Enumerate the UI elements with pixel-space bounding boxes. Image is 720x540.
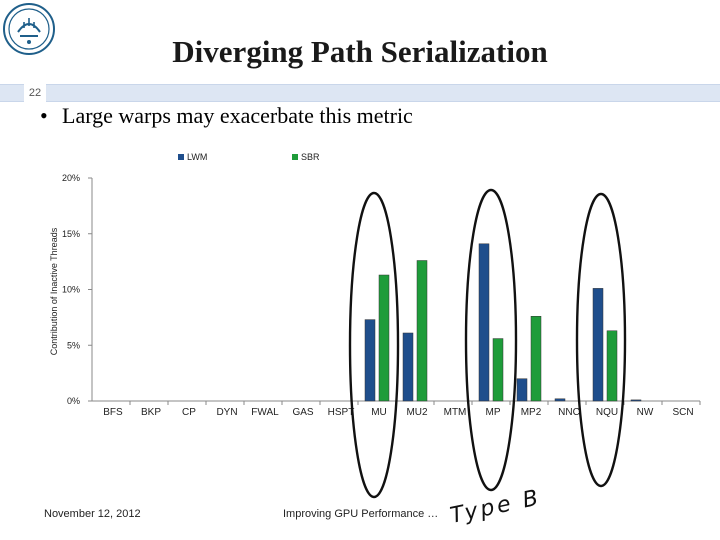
- bar-sbr-mu2: [416, 260, 428, 402]
- legend-label-sbr: SBR: [301, 152, 320, 162]
- x-tick-label: DYN: [216, 407, 237, 418]
- university-logo: [3, 3, 55, 55]
- x-tick-label: MU: [371, 407, 387, 418]
- y-tick-label: 0%: [67, 396, 80, 406]
- x-tick-label: NQU: [596, 407, 618, 418]
- bullet-text: Large warps may exacerbate this metric: [62, 103, 413, 128]
- legend-label-lwm: LWM: [187, 152, 207, 162]
- y-tick-label: 5%: [67, 340, 80, 350]
- bullet-dot-icon: •: [40, 103, 48, 128]
- bar-lwm-mu2: [402, 332, 414, 402]
- x-tick-label: FWAL: [251, 407, 279, 418]
- footer-center: Improving GPU Performance …: [283, 508, 439, 520]
- y-axis-label: Contribution of Inactive Threads: [49, 227, 59, 355]
- bar-lwm-nqu: [592, 288, 604, 402]
- header-band: [46, 84, 720, 102]
- footer-date: November 12, 2012: [44, 508, 141, 520]
- bar-sbr-nqu: [606, 330, 618, 402]
- bar-sbr-mu: [378, 274, 390, 402]
- y-tick-label: 10%: [62, 285, 80, 295]
- bar-sbr-mp: [492, 338, 504, 402]
- bar-lwm-mp: [478, 243, 490, 402]
- x-tick-label: MP2: [521, 407, 542, 418]
- header-band-left: [0, 84, 24, 102]
- x-tick-label: HSPT: [328, 407, 355, 418]
- x-tick-label: NNC: [558, 407, 580, 418]
- x-tick-label: MP: [486, 407, 501, 418]
- bar-lwm-nw: [630, 399, 642, 402]
- bar-lwm-mu: [364, 319, 376, 402]
- slide-number: 22: [24, 84, 46, 102]
- x-tick-label: CP: [182, 407, 196, 418]
- legend-swatch-lwm: [178, 154, 184, 160]
- y-tick-label: 20%: [62, 173, 80, 183]
- x-tick-label: BKP: [141, 407, 161, 418]
- bar-chart: 0% 5% 10% 15% 20% Contribution of Inactive Th…: [49, 152, 701, 418]
- x-tick-label: MTM: [444, 407, 467, 418]
- bullet-point: • Large warps may exacerbate this metric: [40, 103, 413, 129]
- y-tick-label: 15%: [62, 229, 80, 239]
- bar-sbr-mp2: [530, 316, 542, 402]
- slide-title: Diverging Path Serialization: [172, 34, 548, 69]
- x-tick-label: GAS: [292, 407, 313, 418]
- bar-lwm-mp2: [516, 378, 528, 402]
- x-tick-label: NW: [637, 407, 654, 418]
- x-tick-label: SCN: [672, 407, 693, 418]
- legend-swatch-sbr: [292, 154, 298, 160]
- annotation-text: Type B: [448, 485, 543, 529]
- x-tick-label: BFS: [103, 407, 123, 418]
- bar-lwm-nnc: [554, 398, 566, 402]
- x-tick-label: MU2: [406, 407, 428, 418]
